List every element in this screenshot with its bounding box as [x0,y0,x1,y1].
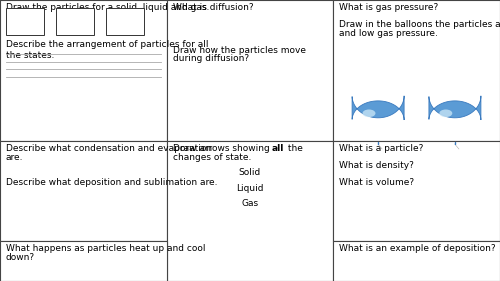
Bar [0,241,166,281]
Text: changes of state.: changes of state. [172,153,251,162]
Text: Describe the arrangement of particles for all
the states.: Describe the arrangement of particles fo… [6,40,208,60]
Text: What is a particle?: What is a particle? [339,144,423,153]
Text: What happens as particles heat up and cool: What happens as particles heat up and co… [6,244,205,253]
Bar [106,8,144,35]
Text: Draw arrows showing: Draw arrows showing [172,144,272,153]
Bar [6,8,44,35]
Ellipse shape [440,110,452,117]
Text: and low gas pressure.: and low gas pressure. [339,29,438,38]
Text: Describe what condensation and evaporation: Describe what condensation and evaporati… [6,144,212,153]
Text: Draw how the particles move: Draw how the particles move [172,46,306,55]
Polygon shape [352,96,404,120]
Text: What is an example of deposition?: What is an example of deposition? [339,244,496,253]
Bar [166,141,333,281]
Text: Describe what deposition and sublimation are.: Describe what deposition and sublimation… [6,178,218,187]
Bar [0,0,166,141]
Text: Draw in the balloons the particles at high: Draw in the balloons the particles at hi… [339,20,500,29]
Bar [166,0,333,141]
Bar [56,8,94,35]
Text: What is gas pressure?: What is gas pressure? [339,3,438,12]
Bar [333,241,500,281]
Text: What is diffusion?: What is diffusion? [172,3,253,12]
Text: Draw the particles for a solid, liquid and gas.: Draw the particles for a solid, liquid a… [6,3,210,12]
Text: all: all [272,144,284,153]
Text: down?: down? [6,253,35,262]
Text: What is density?: What is density? [339,161,414,170]
Polygon shape [429,96,481,120]
Text: Gas: Gas [241,199,258,208]
Text: Liquid: Liquid [236,184,264,193]
Bar [0,141,166,241]
Text: during diffusion?: during diffusion? [172,54,248,63]
Bar [333,0,500,141]
Ellipse shape [362,110,376,117]
Text: are.: are. [6,153,24,162]
Text: Solid: Solid [238,168,261,177]
Text: What is volume?: What is volume? [339,178,414,187]
Text: the: the [284,144,302,153]
Bar [333,141,500,241]
